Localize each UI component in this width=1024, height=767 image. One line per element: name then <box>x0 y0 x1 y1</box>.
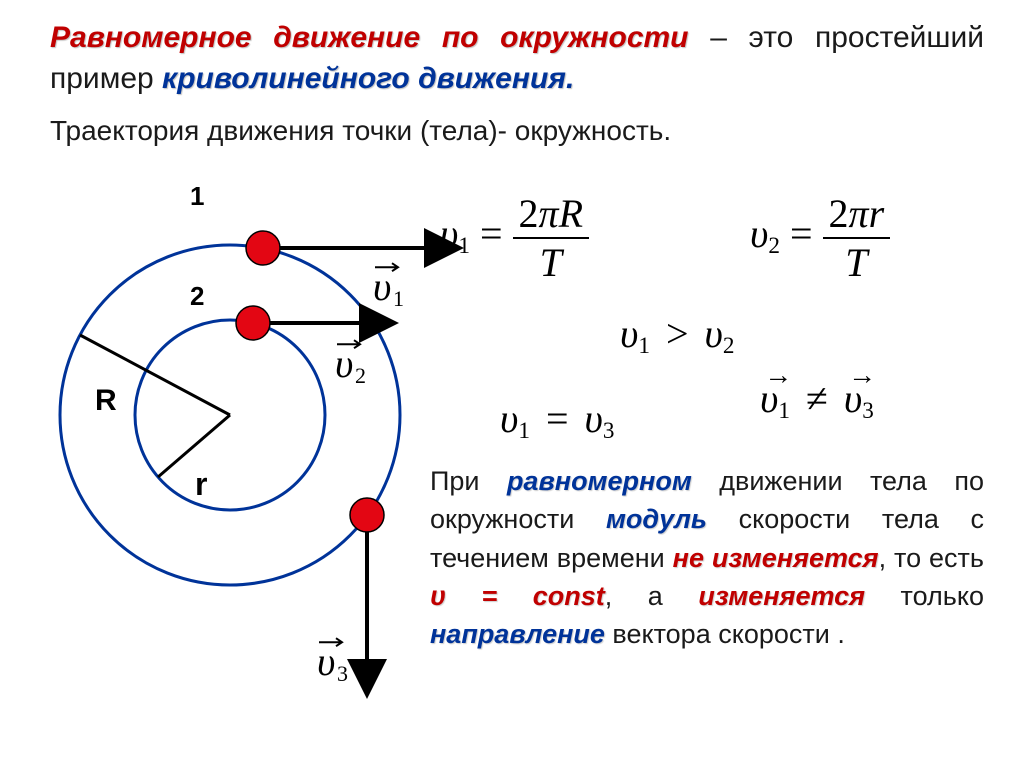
label-1: 1 <box>190 181 204 211</box>
headline: Равномерное движение по окружности – это… <box>50 18 984 99</box>
point-2 <box>236 306 270 340</box>
label-v2: υ2 <box>335 340 366 388</box>
point-3 <box>350 498 384 532</box>
circles-diagram: 1 2 R r υ1 υ2 υ3 <box>35 165 465 705</box>
label-2: 2 <box>190 281 204 311</box>
radius-r <box>158 415 230 477</box>
headline-blue: криволинейного движения. <box>162 62 574 95</box>
svg-text:υ: υ <box>373 264 391 309</box>
point-1 <box>246 231 280 265</box>
label-v3: υ3 <box>317 638 348 686</box>
svg-text:3: 3 <box>337 661 348 686</box>
formula-cmp: υ1 > υ2 <box>620 310 734 360</box>
label-R: R <box>95 384 117 417</box>
formula-v2: υ2 = 2πr T <box>750 190 890 286</box>
label-v1: υ1 <box>373 263 404 311</box>
label-r: r <box>195 466 207 502</box>
diagram-container: 1 2 R r υ1 υ2 υ3 <box>35 165 445 685</box>
paragraph: При равномерном движении тела по окружно… <box>430 462 984 654</box>
svg-text:υ: υ <box>335 341 353 386</box>
svg-text:2: 2 <box>355 363 366 388</box>
headline-red: Равномерное движение по окружности <box>50 21 689 54</box>
formula-v1: υ1 = 2πR T <box>440 190 589 286</box>
svg-text:υ: υ <box>317 639 335 684</box>
subline: Траектория движения точки (тела)- окружн… <box>50 115 671 147</box>
formula-eq: υ1 = υ3 <box>500 395 614 445</box>
formula-neq: υ1 ≠ υ3 <box>760 375 874 425</box>
svg-text:1: 1 <box>393 286 404 311</box>
